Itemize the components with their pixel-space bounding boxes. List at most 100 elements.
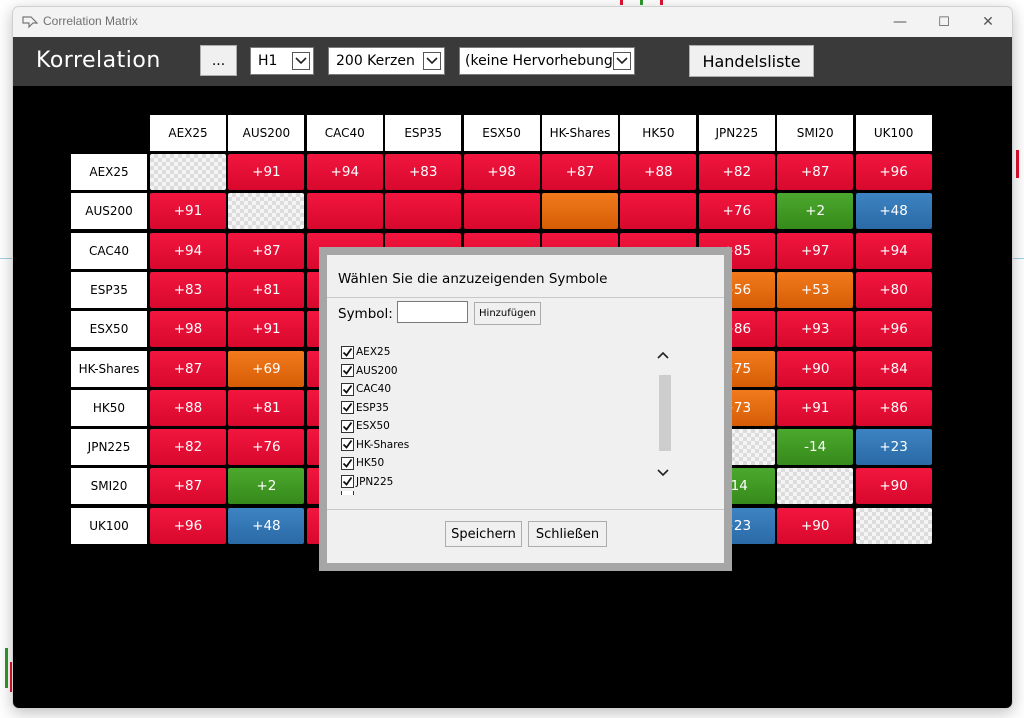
checkbox[interactable] xyxy=(341,475,354,488)
correlation-cell[interactable] xyxy=(385,193,462,230)
checkbox[interactable] xyxy=(341,491,354,495)
correlation-cell[interactable]: +84 xyxy=(855,350,932,387)
correlation-cell[interactable]: +87 xyxy=(228,232,305,269)
symbol-list-item[interactable]: CAC40 xyxy=(341,380,391,398)
symbol-list-scrollbar[interactable] xyxy=(653,341,673,497)
checkbox[interactable] xyxy=(341,438,354,451)
correlation-cell[interactable] xyxy=(620,193,697,230)
scroll-thumb[interactable] xyxy=(659,375,671,451)
checkmark-icon xyxy=(342,402,353,412)
correlation-cell[interactable]: +98 xyxy=(150,311,226,348)
symbol-list-item-partial[interactable] xyxy=(341,491,356,495)
correlation-cell[interactable]: +91 xyxy=(228,311,305,348)
menu-button[interactable]: ... xyxy=(200,45,237,76)
row-header: AUS200 xyxy=(71,193,147,230)
chevron-up-icon[interactable] xyxy=(657,351,669,359)
symbol-list-item[interactable]: ESP35 xyxy=(341,399,389,417)
correlation-cell[interactable]: +90 xyxy=(777,507,854,544)
correlation-cell[interactable]: +81 xyxy=(228,389,305,426)
checkbox[interactable] xyxy=(341,345,354,359)
symbol-name: HK-Shares xyxy=(356,438,410,451)
matrix-diagonal-cell[interactable] xyxy=(777,468,854,505)
checkbox[interactable] xyxy=(341,456,354,470)
correlation-cell[interactable]: +87 xyxy=(542,154,618,190)
correlation-cell[interactable] xyxy=(542,193,618,230)
correlation-cell[interactable]: +69 xyxy=(228,350,305,387)
symbol-list-item[interactable]: AEX25 xyxy=(341,343,390,361)
correlation-cell[interactable]: +48 xyxy=(228,507,305,544)
checkbox[interactable] xyxy=(341,364,354,377)
matrix-diagonal-cell[interactable] xyxy=(150,154,226,190)
client-area: Korrelation ... H1 200 Kerzen (keine Her… xyxy=(13,37,1012,708)
candles-select[interactable]: 200 Kerzen xyxy=(328,47,445,75)
row-header: UK100 xyxy=(71,507,147,544)
checkbox[interactable] xyxy=(341,401,354,414)
correlation-cell[interactable]: -14 xyxy=(777,429,854,466)
correlation-cell[interactable]: +87 xyxy=(150,350,226,387)
symbol-list-item[interactable]: AUS200 xyxy=(341,362,398,380)
correlation-cell[interactable]: +96 xyxy=(150,507,226,544)
row-header: AEX25 xyxy=(71,154,147,190)
correlation-cell[interactable]: +83 xyxy=(385,154,462,190)
correlation-cell[interactable]: +91 xyxy=(150,193,226,230)
correlation-cell[interactable] xyxy=(306,193,383,230)
symbol-list-item[interactable]: HK-Shares xyxy=(341,436,409,454)
correlation-cell[interactable]: +97 xyxy=(777,232,854,269)
correlation-cell[interactable]: +81 xyxy=(228,271,305,308)
column-header: AUS200 xyxy=(228,115,305,151)
correlation-cell[interactable]: +48 xyxy=(855,193,932,230)
checkbox[interactable] xyxy=(341,382,354,396)
title-bar[interactable]: Correlation Matrix — ☐ ✕ xyxy=(13,7,1012,37)
correlation-cell[interactable]: +91 xyxy=(228,154,305,190)
checkmark-icon xyxy=(342,458,353,468)
symbol-list-item[interactable]: ESX50 xyxy=(341,417,390,435)
save-button[interactable]: Speichern xyxy=(445,521,522,547)
timeframe-select[interactable]: H1 xyxy=(250,47,314,75)
correlation-cell[interactable]: +76 xyxy=(228,429,305,466)
add-symbol-button[interactable]: Hinzufügen xyxy=(474,302,541,325)
symbol-name: HK50 xyxy=(356,457,385,469)
correlation-cell[interactable]: +98 xyxy=(463,154,540,190)
correlation-cell[interactable]: +94 xyxy=(306,154,383,190)
correlation-cell[interactable]: +2 xyxy=(228,468,305,505)
correlation-cell[interactable]: +94 xyxy=(150,232,226,269)
correlation-cell[interactable]: +96 xyxy=(855,311,932,348)
matrix-diagonal-cell[interactable] xyxy=(855,507,932,544)
minimize-button[interactable]: — xyxy=(893,14,907,30)
correlation-cell[interactable]: +80 xyxy=(855,271,932,308)
close-button[interactable]: ✕ xyxy=(982,14,994,30)
correlation-cell[interactable]: +90 xyxy=(855,468,932,505)
highlight-select[interactable]: (keine Hervorhebung) xyxy=(459,47,635,75)
maximize-button[interactable]: ☐ xyxy=(938,14,950,30)
checkbox[interactable] xyxy=(341,419,354,433)
symbol-list[interactable]: AEX25 AUS200 CAC40 ESP35 ESX50 HK-Shares HK50 J… xyxy=(338,337,678,497)
trade-list-button[interactable]: Handelsliste xyxy=(689,45,814,77)
symbol-name: CAC40 xyxy=(356,383,392,395)
chevron-down-icon[interactable] xyxy=(657,469,669,477)
correlation-cell[interactable]: +91 xyxy=(777,389,854,426)
correlation-cell[interactable]: +93 xyxy=(777,311,854,348)
correlation-cell[interactable]: +87 xyxy=(777,154,854,190)
correlation-cell[interactable]: +82 xyxy=(698,154,775,190)
column-header: HK-Shares xyxy=(542,115,618,151)
correlation-cell[interactable]: +82 xyxy=(150,429,226,466)
correlation-cell[interactable]: +90 xyxy=(777,350,854,387)
correlation-cell[interactable]: +94 xyxy=(855,232,932,269)
symbol-list-item[interactable]: HK50 xyxy=(341,454,384,472)
correlation-cell[interactable]: +83 xyxy=(150,271,226,308)
correlation-cell[interactable]: +2 xyxy=(777,193,854,230)
correlation-cell[interactable] xyxy=(463,193,540,230)
correlation-cell[interactable]: +86 xyxy=(855,389,932,426)
correlation-cell[interactable]: +87 xyxy=(150,468,226,505)
correlation-cell[interactable]: +76 xyxy=(698,193,775,230)
matrix-diagonal-cell[interactable] xyxy=(228,193,305,230)
correlation-cell[interactable]: +23 xyxy=(855,429,932,466)
close-dialog-button[interactable]: Schließen xyxy=(528,521,607,547)
correlation-cell[interactable]: +96 xyxy=(855,154,932,190)
correlation-cell[interactable]: +88 xyxy=(620,154,697,190)
dialog-divider xyxy=(327,297,724,298)
correlation-cell[interactable]: +88 xyxy=(150,389,226,426)
symbol-list-item[interactable]: JPN225 xyxy=(341,473,393,491)
symbol-input[interactable] xyxy=(397,301,468,323)
correlation-cell[interactable]: +53 xyxy=(777,271,854,308)
